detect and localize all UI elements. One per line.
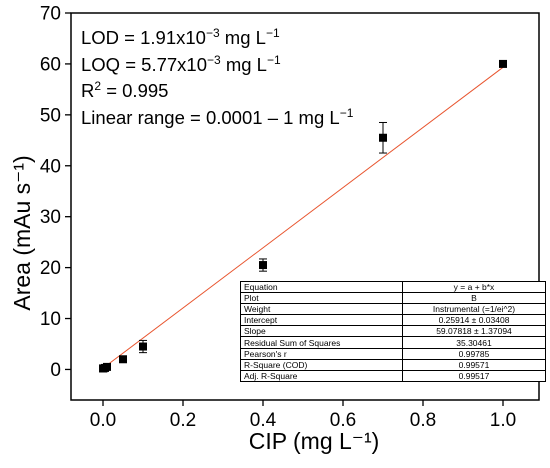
data-point xyxy=(103,362,111,371)
fit-table-value: 0.99785 xyxy=(402,347,546,360)
fit-table-key: Intercept xyxy=(240,314,403,327)
fit-table-key: Residual Sum of Squares xyxy=(240,336,403,349)
fit-table-value: 0.99571 xyxy=(402,358,546,371)
x-tick-label: 0.0 xyxy=(90,410,116,431)
fit-table-row: Intercept 0.25914 ± 0.03408 xyxy=(240,314,546,327)
fit-table-row: Weight Instrumental (=1/ei^2) xyxy=(240,303,546,316)
data-marker xyxy=(259,261,267,270)
x-axis-title: CIP (mg L⁻¹) xyxy=(249,428,380,454)
fit-table-row: Slope 59.07818 ± 1.37094 xyxy=(240,325,546,338)
fit-line xyxy=(102,66,504,369)
data-marker xyxy=(103,362,111,371)
chart-annotations: LOD = 1.91x10−3 mg L−1 LOQ = 5.77x10−3 m… xyxy=(81,26,354,128)
fit-table-value: 0.99517 xyxy=(402,369,546,382)
x-tick-label: 0.2 xyxy=(170,410,196,431)
data-marker xyxy=(119,355,127,364)
data-marker xyxy=(139,342,147,351)
y-tick-label: 70 xyxy=(40,4,61,25)
data-point xyxy=(379,121,387,154)
fit-table-value: y = a + b*x xyxy=(402,280,546,294)
y-tick-label: 0 xyxy=(50,360,61,381)
fit-table-value: Instrumental (=1/ei^2) xyxy=(402,303,546,316)
fit-table-row: R-Square (COD) 0.99571 xyxy=(240,358,546,371)
data-point xyxy=(139,339,147,354)
linear-fit-table: Equation y = a + b*x Plot B Weight Instrument… xyxy=(240,280,546,382)
data-point xyxy=(499,59,507,68)
fit-table-key: Pearson's r xyxy=(240,347,403,360)
fit-table-value: 59.07818 ± 1.37094 xyxy=(402,325,546,338)
fit-table-row: Equation y = a + b*x xyxy=(240,280,546,294)
y-tick-label: 50 xyxy=(40,105,61,126)
fit-table-value: B xyxy=(402,292,546,305)
lod-annotation: LOD = 1.91x10−3 mg L−1 xyxy=(81,26,280,48)
fit-table-key: Weight xyxy=(240,303,403,316)
fit-table-key: R-Square (COD) xyxy=(240,358,403,371)
y-tick-label: 40 xyxy=(40,156,61,177)
y-tick-label: 10 xyxy=(40,309,61,330)
fit-table-key: Plot xyxy=(240,292,403,305)
data-point xyxy=(259,258,267,272)
linear-range-annotation: Linear range = 0.0001 – 1 mg L−1 xyxy=(81,106,354,128)
x-tick-label: 0.6 xyxy=(330,410,356,431)
fit-table-row: Pearson's r 0.99785 xyxy=(240,347,546,360)
x-tick-label: 1.0 xyxy=(490,410,516,431)
y-axis-title: Area (mAu s⁻¹) xyxy=(9,155,35,310)
data-point xyxy=(119,355,127,364)
fit-table-key: Slope xyxy=(240,325,403,338)
axis-titles: CIP (mg L⁻¹) Area (mAu s⁻¹) xyxy=(9,155,379,454)
fit-table-key: Adj. R-Square xyxy=(240,369,403,382)
r-squared-annotation: R2 = 0.995 xyxy=(81,79,168,101)
x-tick-label: 0.4 xyxy=(250,410,277,431)
y-tick-label: 20 xyxy=(40,258,61,279)
loq-annotation: LOQ = 5.77x10−3 mg L−1 xyxy=(81,53,281,75)
fit-table-value: 0.25914 ± 0.03408 xyxy=(402,314,546,327)
plot-frame xyxy=(70,12,540,401)
data-marker xyxy=(499,59,507,68)
data-marker xyxy=(379,133,387,142)
fit-table-key: Equation xyxy=(240,280,403,294)
fit-table-row: Plot B xyxy=(240,292,546,305)
fit-table-value: 35.30461 xyxy=(402,336,546,349)
y-tick-label: 60 xyxy=(40,54,61,75)
x-tick-label: 0.8 xyxy=(410,410,436,431)
fit-table-row: Residual Sum of Squares 35.30461 xyxy=(240,336,546,349)
fit-table-row: Adj. R-Square 0.99517 xyxy=(240,369,546,382)
y-tick-label: 30 xyxy=(40,207,61,228)
